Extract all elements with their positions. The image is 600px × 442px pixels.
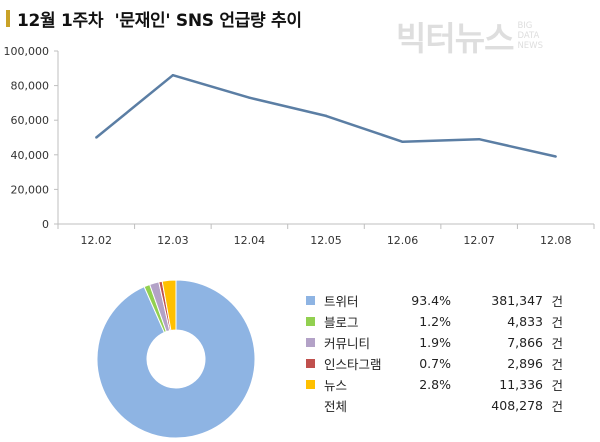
y-tick-label: 40,000 [11, 149, 50, 162]
data-point [248, 96, 251, 99]
legend-label: 커뮤니티 [324, 335, 371, 351]
logo-sub-line: BIG [517, 21, 533, 31]
legend-unit: 건 [551, 293, 563, 309]
legend-row-news: 뉴스 2.8% 11,336 건 [306, 374, 563, 394]
x-tick-label: 12.02 [81, 234, 113, 247]
data-point [477, 138, 481, 141]
legend-percent: 0.7% [419, 355, 451, 371]
legend-swatch [306, 295, 315, 305]
legend-value: 2,896 [507, 355, 543, 371]
logo-subtext: BIG DATA NEWS [517, 21, 543, 51]
title-accent-bar [6, 9, 10, 27]
line-chart: 0 20,000 40,000 60,000 80,000 100,000 12.02 12.… [4, 45, 595, 247]
donut-slice-0 [96, 279, 256, 439]
legend-swatch [306, 379, 315, 389]
legend-row-instagram: 인스타그램 0.7% 2,896 건 [306, 353, 563, 373]
y-tick-label: 20,000 [11, 183, 50, 196]
legend-percent: 2.8% [419, 376, 451, 392]
legend-percent: 1.2% [419, 313, 451, 329]
legend-unit: 건 [551, 377, 563, 393]
chart-title: 12월 1주차 '문재인' SNS 언급량 추이 [17, 10, 302, 31]
x-tick-label: 12.06 [387, 234, 419, 247]
y-tick-label: 60,000 [11, 114, 50, 127]
data-point [401, 140, 404, 144]
legend-value: 7,866 [507, 334, 543, 350]
data-point [554, 155, 557, 158]
data-point [95, 136, 98, 139]
y-tick-label: 80,000 [11, 80, 50, 93]
legend-unit: 건 [551, 356, 563, 372]
legend-label: 뉴스 [324, 377, 348, 393]
legend-spacer [306, 401, 315, 410]
legend-unit: 건 [551, 314, 563, 330]
logo-sub-line: DATA [517, 31, 540, 41]
legend-value: 408,278 [491, 397, 543, 413]
donut-slice-4 [161, 279, 177, 332]
legend-row-community: 커뮤니티 1.9% 7,866 건 [306, 332, 563, 352]
x-tick-label: 12.08 [540, 234, 572, 247]
x-tick-label: 12.03 [157, 234, 189, 247]
legend-percent: 1.9% [419, 334, 451, 350]
data-point [171, 74, 175, 77]
y-tick-label: 100,000 [4, 45, 50, 58]
legend-swatch [306, 316, 315, 326]
logo-wordmark: 빅터뉴스 [396, 19, 514, 58]
legend-percent: 93.4% [411, 292, 451, 308]
legend-label: 인스타그램 [324, 356, 382, 372]
legend-value: 11,336 [499, 376, 543, 392]
logo-sub-line: NEWS [517, 41, 543, 51]
donut-chart [96, 279, 256, 439]
x-tick-label: 12.07 [463, 234, 495, 247]
legend-row-total: 전체 408,278 건 [306, 395, 563, 415]
data-point [324, 114, 328, 118]
x-tick-label: 12.05 [310, 234, 342, 247]
title-bar: 12월 1주차 '문재인' SNS 언급량 추이 [6, 7, 302, 31]
legend-value: 381,347 [491, 292, 543, 308]
legend-label: 트위터 [324, 293, 359, 309]
legend-value: 4,833 [507, 313, 543, 329]
legend-row-twitter: 트위터 93.4% 381,347 건 [306, 290, 563, 310]
legend-label: 블로그 [324, 314, 359, 330]
bigdata-news-logo: 빅터뉴스 BIG DATA NEWS [396, 14, 543, 58]
legend-swatch [306, 358, 315, 368]
legend-swatch [306, 337, 315, 347]
x-tick-label: 12.04 [234, 234, 266, 247]
y-tick-label: 0 [42, 218, 49, 231]
legend-unit: 건 [551, 335, 563, 351]
legend-label: 전체 [324, 398, 348, 414]
legend-unit: 건 [551, 398, 563, 414]
legend-row-blog: 블로그 1.2% 4,833 건 [306, 311, 563, 331]
